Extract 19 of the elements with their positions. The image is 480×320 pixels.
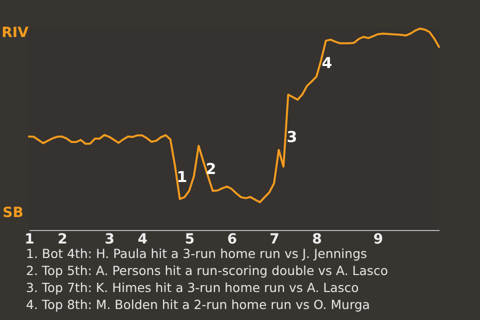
annotation: 2 <box>206 160 216 178</box>
text: 3. Top 7th: K. Himes hit a 3-run home run vs A. Lasco <box>26 280 359 295</box>
x-tick-label: 9 <box>373 232 384 248</box>
annotation: 1 <box>176 168 188 186</box>
x-tick-label: 1 <box>24 232 34 248</box>
x-tick-label: 3 <box>104 232 114 248</box>
x-tick-label: 2 <box>58 232 68 248</box>
x-tick-label: 6 <box>227 232 238 248</box>
text: 4. Top 8th: M. Bolden hit a 2-run home run vs O. Murga <box>26 297 370 312</box>
x-tick-label: 5 <box>184 232 195 248</box>
text: 2. Top 5th: A. Persons hit a run-scoring double vs A. Lasco <box>26 263 388 278</box>
x-tick-label: 8 <box>312 232 322 248</box>
annotation: 3 <box>286 128 298 146</box>
text: 1. Bot 4th: H. Paula hit a 3-run home run vs J. Jennings <box>26 246 368 261</box>
text: RIV <box>2 25 29 41</box>
x-tick-label: 7 <box>270 232 280 248</box>
x-tick-label: 4 <box>138 232 148 248</box>
text: SB <box>2 205 24 221</box>
annotation: 4 <box>322 54 332 72</box>
